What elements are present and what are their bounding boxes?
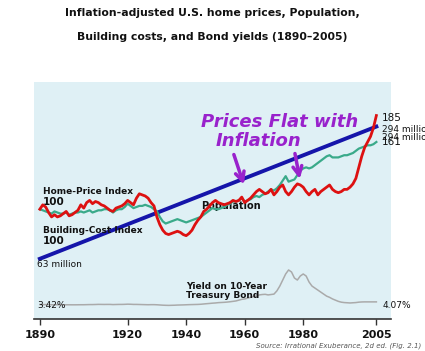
Text: Inflation-adjusted U.S. home prices, Population,: Inflation-adjusted U.S. home prices, Pop… — [65, 8, 360, 18]
Text: 63 million: 63 million — [37, 260, 82, 269]
Text: Inflation: Inflation — [215, 132, 301, 150]
Text: Treasury Bond: Treasury Bond — [186, 291, 259, 300]
Text: 100: 100 — [43, 237, 65, 246]
Text: 100: 100 — [43, 197, 65, 207]
Text: 4.07%: 4.07% — [382, 300, 411, 310]
Text: 161: 161 — [382, 137, 402, 147]
Text: 294 million: 294 million — [382, 125, 425, 134]
Text: 3.42%: 3.42% — [37, 300, 65, 310]
Text: Source: Irrational Exuberance, 2d ed. (Fig. 2.1): Source: Irrational Exuberance, 2d ed. (F… — [255, 343, 421, 349]
Text: Yield on 10-Year: Yield on 10-Year — [186, 282, 267, 291]
Text: Home-Price Index: Home-Price Index — [43, 187, 133, 196]
Text: 185: 185 — [382, 113, 402, 123]
Text: Building-Cost Index: Building-Cost Index — [43, 226, 142, 236]
Text: Building costs, and Bond yields (1890–2005): Building costs, and Bond yields (1890–20… — [77, 32, 348, 42]
Text: 294 million: 294 million — [382, 133, 425, 142]
Text: Population: Population — [201, 201, 261, 211]
Text: Prices Flat with: Prices Flat with — [201, 113, 358, 131]
